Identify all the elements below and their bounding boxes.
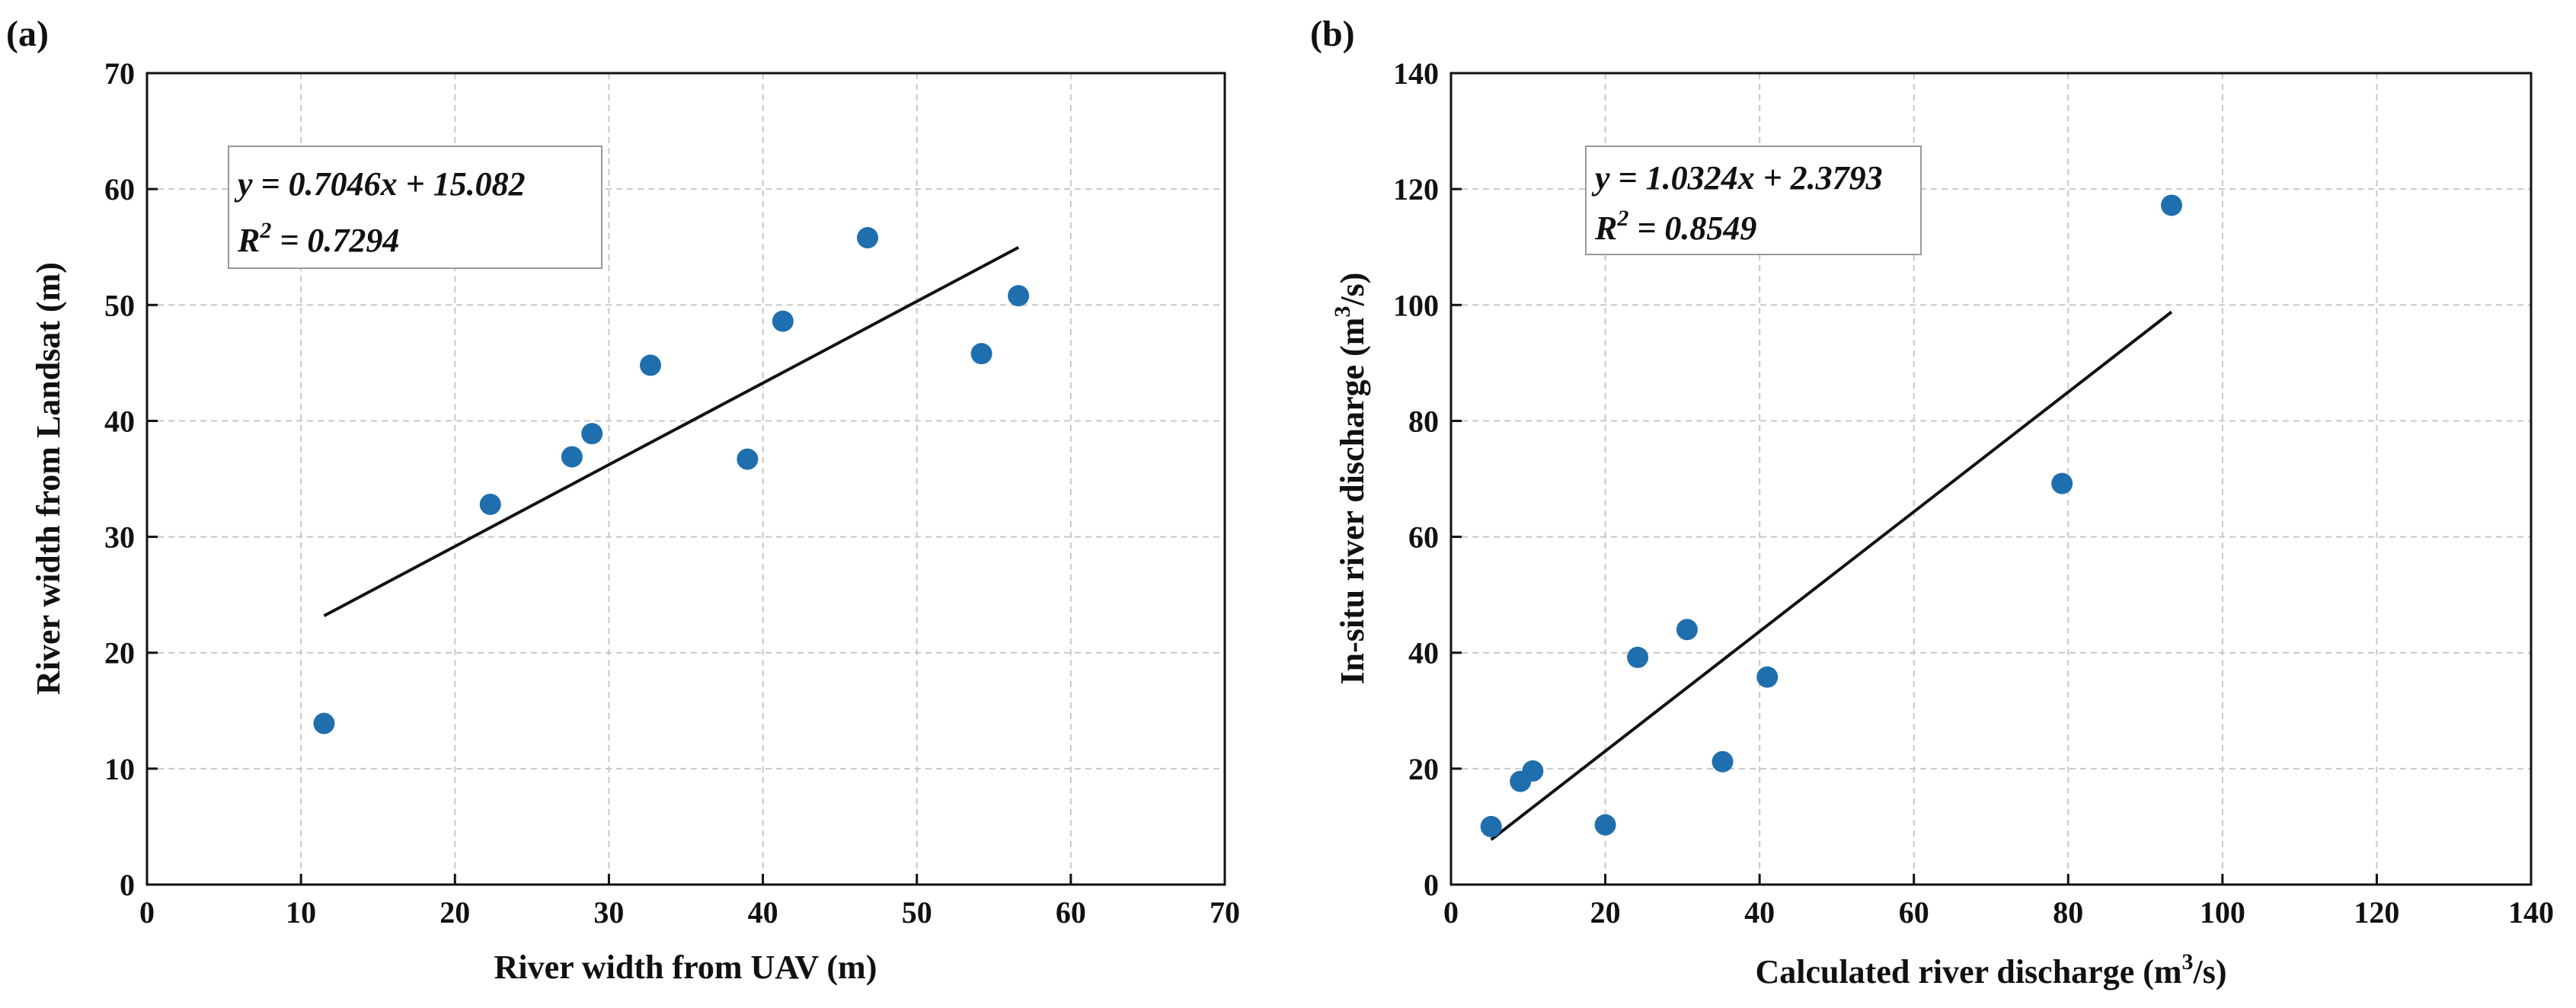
panel-b-data-point (1756, 666, 1779, 688)
panel-a-y-tick-label: 70 (104, 56, 135, 91)
panel-b-y-tick-label: 0 (1424, 868, 1439, 902)
panel-b-fit-line (1490, 310, 2173, 841)
panel-b-x-tick-label: 40 (1744, 895, 1775, 930)
panel-b-data-point (1480, 815, 1502, 837)
panel-a-y-tick-label: 0 (120, 868, 135, 902)
panel-a-y-tick-label: 20 (104, 636, 135, 670)
panel-b-ticks: 0 20 40 60 80 100 120 140 0 20 40 60 80 100 120 140 (1393, 56, 2554, 930)
panel-b-r-squared-exp: 2 (1616, 206, 1628, 231)
panel-a-label: (a) (6, 14, 49, 54)
panel-a-r-squared-letter: R (237, 222, 260, 259)
panel-b-x-tick-label: 100 (2200, 895, 2245, 930)
panel-b-y-tick-label: 20 (1408, 752, 1439, 786)
panel-b-equation-box: y = 1.0324x + 2.3793 R2 = 0.8549 (1585, 146, 1922, 255)
panel-a-y-tick-label: 30 (104, 520, 135, 555)
panel-a-data-point (857, 227, 879, 249)
panel-a-r-squared: R2 = 0.7294 (237, 218, 399, 259)
panel-b-x-axis-title-main: Calculated river discharge (m (1755, 953, 2181, 990)
panel-a: (a) 0 10 20 30 40 50 60 70 0 10 20 30 40 50 60 70 y = 0… (6, 14, 1240, 986)
panel-a-y-tick-label: 50 (104, 288, 135, 322)
panel-a-x-tick-label: 10 (286, 895, 316, 930)
panel-a-y-tick-label: 10 (104, 752, 135, 786)
panel-a-x-axis-title: River width from UAV (m) (494, 949, 877, 986)
panel-a-x-tick-label: 30 (593, 895, 624, 930)
panel-a-data-point (640, 354, 662, 376)
panel-a-x-tick-label: 40 (748, 895, 778, 930)
panel-b-x-axis-title-end: /s) (2193, 953, 2227, 990)
panel-b-x-axis-title: Calculated river discharge (m3/s) (1755, 949, 2226, 990)
panel-b-x-tick-label: 0 (1443, 895, 1459, 930)
panel-b-y-tick-label: 60 (1408, 520, 1439, 555)
panel-a-r-squared-value: = 0.7294 (271, 222, 399, 259)
panel-b-x-tick-label: 60 (1899, 895, 1929, 930)
panel-b-data-point (1711, 750, 1734, 773)
panel-a-data-point (970, 343, 992, 365)
panel-b-points (1480, 194, 2183, 837)
panel-a-y-tick-label: 40 (104, 404, 135, 438)
panel-a-y-tick-label: 60 (104, 172, 135, 206)
panel-a-equation: y = 0.7046x + 15.082 (234, 165, 526, 203)
panel-b-data-point (1676, 619, 1698, 641)
panel-b-x-tick-label: 140 (2508, 895, 2554, 930)
panel-a-x-tick-label: 50 (902, 895, 932, 930)
panel-b-fit-line-group (1490, 310, 2173, 841)
panel-b-y-axis-title-sup: 3 (1330, 306, 1355, 318)
panel-a-ticks: 0 10 20 30 40 50 60 70 0 10 20 30 40 50 60 70 (104, 56, 1240, 930)
panel-a-points (313, 227, 1030, 734)
panel-b-y-axis-title-main: In-situ river discharge (m (1334, 318, 1371, 685)
panel-b-x-tick-label: 20 (1590, 895, 1621, 930)
panel-a-grid (147, 73, 1225, 885)
panel-b-data-point (1522, 760, 1544, 782)
panel-a-x-tick-label: 70 (1210, 895, 1240, 930)
panel-a-equation-box: y = 0.7046x + 15.082 R2 = 0.7294 (228, 146, 602, 269)
panel-a-x-tick-label: 60 (1056, 895, 1086, 930)
panel-b-data-point (1594, 814, 1616, 836)
panel-b-data-point (2051, 472, 2073, 494)
panel-a-plot-frame (145, 72, 1226, 886)
panel-a-data-point (479, 493, 501, 515)
panel-b-plot-frame (1449, 72, 2533, 886)
panel-a-y-axis-title: River width from Landsat (m) (30, 262, 67, 695)
panel-a-data-point (1008, 285, 1030, 307)
panel-b-y-tick-label: 140 (1393, 56, 1439, 91)
panel-b-x-axis-title-sup: 3 (2182, 949, 2194, 974)
panel-b-x-tick-label: 120 (2354, 895, 2399, 930)
panel-b-data-point (2161, 194, 2183, 216)
panel-a-data-point (581, 423, 603, 445)
panel-b-r-squared: R2 = 0.8549 (1594, 206, 1756, 247)
panel-b-y-tick-label: 80 (1408, 404, 1439, 438)
panel-a-r-squared-exp: 2 (259, 218, 271, 243)
panel-a-data-point (772, 310, 794, 332)
panel-a-data-point (561, 446, 583, 468)
panel-b-y-tick-label: 100 (1393, 288, 1439, 322)
panel-b-equation-frame (1585, 146, 1922, 255)
panel-a-data-point (313, 712, 335, 734)
panel-b-y-axis-title-end: /s) (1334, 273, 1371, 307)
panel-b-x-tick-label: 80 (2053, 895, 2083, 930)
panel-a-fit-line (323, 246, 1020, 618)
panel-a-x-tick-label: 0 (139, 895, 155, 930)
panel-a-data-point (737, 448, 759, 470)
panel-b-data-point (1627, 646, 1649, 668)
panel-b-y-tick-label: 40 (1408, 636, 1439, 670)
panel-b-y-tick-label: 120 (1393, 172, 1439, 206)
panel-a-fit-line-group (323, 246, 1020, 618)
panel-b: (b) 0 20 40 60 80 100 120 140 0 20 40 60 80 100 120 140… (1310, 14, 2554, 990)
panel-b-equation: y = 1.0324x + 2.3793 (1591, 159, 1883, 197)
panel-a-equation-frame (228, 146, 602, 269)
panel-a-x-tick-label: 20 (439, 895, 470, 930)
panel-b-y-axis-title: In-situ river discharge (m3/s) (1330, 273, 1371, 685)
panel-b-label: (b) (1310, 14, 1355, 54)
panel-b-r-squared-letter: R (1594, 210, 1617, 247)
panel-b-r-squared-value: = 0.8549 (1628, 210, 1756, 247)
